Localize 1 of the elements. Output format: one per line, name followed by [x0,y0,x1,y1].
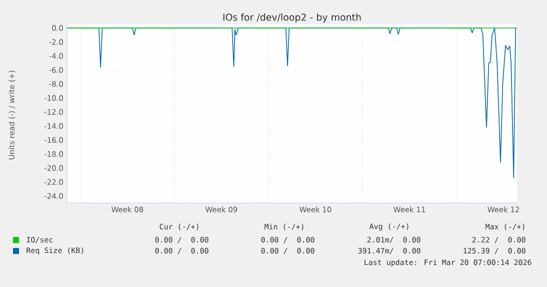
chart-title: IOs for /dev/loop2 - by month [223,13,361,23]
